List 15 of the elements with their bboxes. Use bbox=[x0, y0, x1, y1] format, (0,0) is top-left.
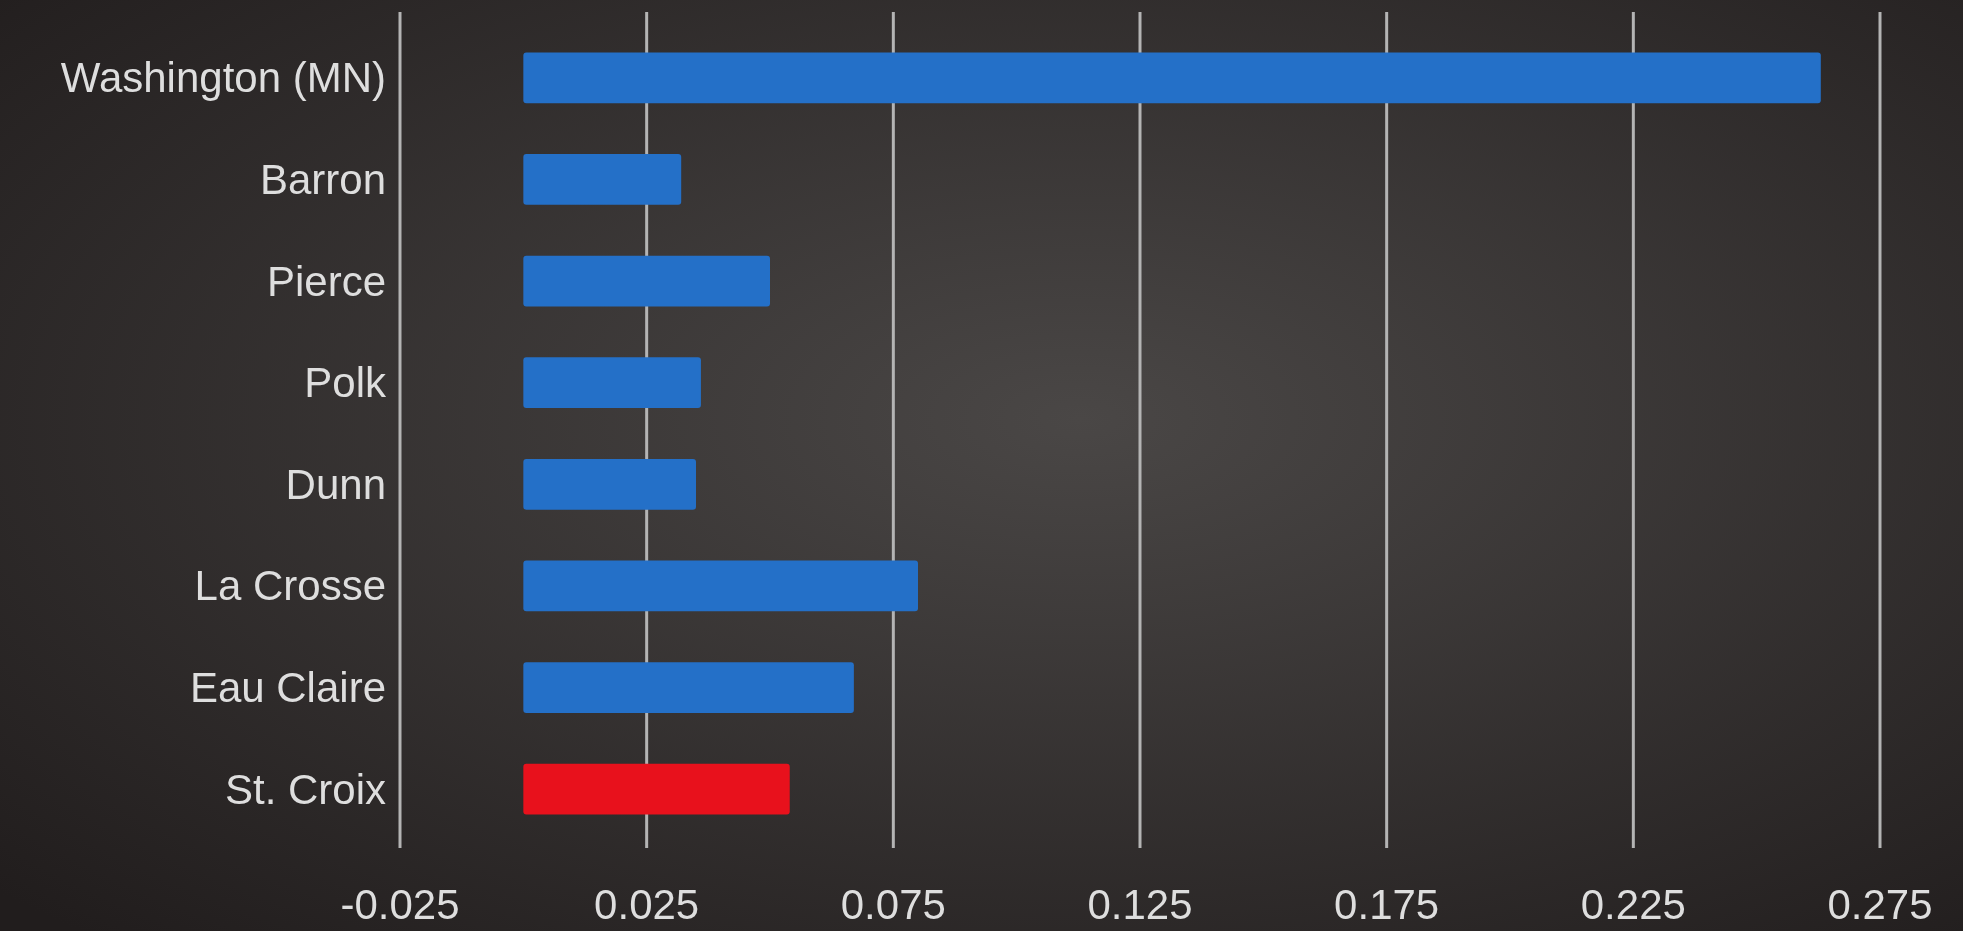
x-tick-label: -0.025 bbox=[340, 881, 460, 928]
x-tick-label: 0.025 bbox=[594, 881, 700, 928]
x-tick-label: 0.275 bbox=[1827, 881, 1933, 928]
y-tick-label: Pierce bbox=[266, 257, 386, 305]
y-tick-label: Eau Claire bbox=[189, 664, 386, 712]
y-tick-label: Washington (MN) bbox=[60, 54, 386, 102]
y-tick-label: St. Croix bbox=[224, 765, 386, 813]
x-tick-label: 0.125 bbox=[1087, 881, 1193, 928]
y-tick-label: La Crosse bbox=[194, 562, 386, 610]
x-tick-label: 0.225 bbox=[1580, 881, 1686, 928]
x-tick-label: 0.075 bbox=[840, 881, 946, 928]
y-tick-label: Dunn bbox=[285, 460, 386, 508]
x-tick-label: 0.175 bbox=[1334, 881, 1440, 928]
y-tick-label: Polk bbox=[304, 359, 387, 407]
y-tick-label: Barron bbox=[259, 155, 386, 203]
